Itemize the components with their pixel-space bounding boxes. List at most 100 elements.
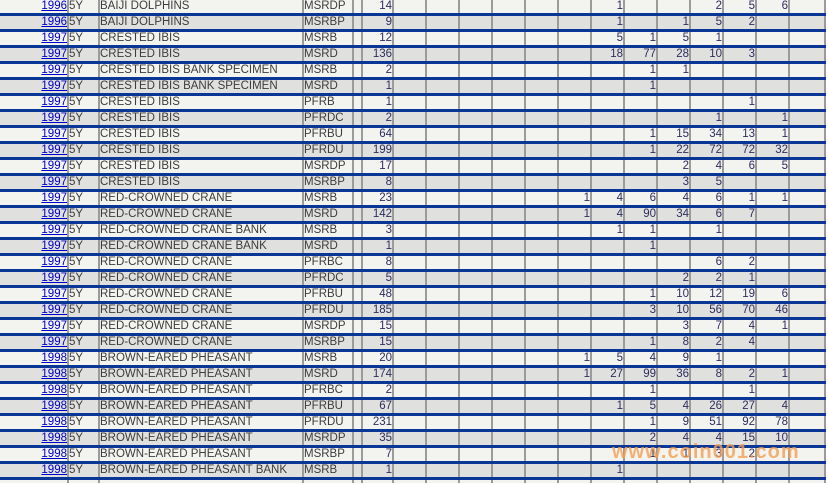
year-link[interactable]: 1996 [41,0,67,12]
grade-count-cell [723,238,757,256]
year-link[interactable]: 1997 [41,192,67,204]
year-link[interactable]: 1997 [41,144,67,156]
grade-count-cell: 1 [624,382,658,400]
grade-count-cell [393,302,427,320]
grade-count-cell [558,46,592,64]
grade-count-cell: 6 [690,190,724,208]
grade-code-cell: MSRDP [303,0,354,16]
year-link[interactable]: 1997 [41,80,67,92]
year-link[interactable]: 1997 [41,288,67,300]
grade-count-cell [591,254,625,272]
grade-count-cell [426,270,460,288]
coin-name-cell: BAIJI DOLPHINS [99,0,304,16]
grade-count-cell: 6 [690,254,724,272]
grade-count-cell [558,222,592,240]
year-link[interactable]: 1997 [41,64,67,76]
denomination-cell [68,478,100,483]
grade-code-cell: MSRB [303,30,354,48]
year-link[interactable]: 1997 [41,176,67,188]
grade-count-cell [525,462,559,480]
year-link[interactable]: 1997 [41,336,67,348]
year-link[interactable]: 1997 [41,256,67,268]
year-link[interactable]: 1997 [41,240,67,252]
grade-count-cell [393,238,427,256]
grade-count-cell [492,446,526,464]
column-divider [353,94,363,112]
grade-count-cell [756,78,790,96]
grade-code-cell: MSRD [303,206,354,224]
grade-count-cell [393,382,427,400]
grade-count-cell: 1 [558,366,592,384]
year-link[interactable]: 1996 [41,16,67,28]
year-link[interactable]: 1998 [41,400,67,412]
grade-count-cell: 5 [723,0,757,16]
grade-count-cell [492,414,526,432]
grade-code-cell: MSRBP [303,334,354,352]
year-link[interactable]: 1998 [41,448,67,460]
grade-count-cell: 2 [657,158,691,176]
grade-count-cell [624,462,658,480]
year-cell: 1997 [0,270,69,288]
grade-count-cell: 1 [756,318,790,336]
grade-code-cell: MSRDP [303,430,354,448]
grade-count-cell [789,302,826,320]
year-cell: 1998 [0,398,69,416]
grade-count-cell: 2 [690,334,724,352]
grade-count-cell [426,382,460,400]
denomination-cell: 5Y [68,286,100,304]
grade-count-cell [558,302,592,320]
total-count-cell: 15 [362,334,394,352]
grade-count-cell: 1 [591,14,625,32]
grade-count-cell [393,286,427,304]
year-link[interactable]: 1997 [41,304,67,316]
year-link[interactable]: 1998 [41,432,67,444]
table-row: 1997 5Y RED-CROWNED CRANE PFRBU 48 1 10 12 19 6 [0,286,826,304]
year-link[interactable]: 1997 [41,112,67,124]
year-link[interactable]: 1997 [41,208,67,220]
table-row: 1998 5Y BROWN-EARED PHEASANT PFRBC 2 1 1 [0,382,826,400]
year-cell: 1997 [0,158,69,176]
grade-count-cell [393,478,427,483]
year-link[interactable]: 1997 [41,32,67,44]
year-link[interactable]: 1998 [41,368,67,380]
year-cell: 1997 [0,222,69,240]
grade-count-cell: 4 [657,190,691,208]
year-link[interactable]: 1997 [41,320,67,332]
denomination-cell: 5Y [68,158,100,176]
grade-count-cell: 1 [723,382,757,400]
grade-count-cell [393,30,427,48]
year-link[interactable]: 1997 [41,128,67,140]
year-link[interactable]: 1997 [41,96,67,108]
grade-count-cell: 1 [756,126,790,144]
total-count-cell: 231 [362,414,394,432]
grade-count-cell [591,62,625,80]
grade-count-cell [492,0,526,16]
total-count-cell: 15 [362,318,394,336]
grade-count-cell [426,222,460,240]
coin-name-cell: RED-CROWNED CRANE [99,302,304,320]
grade-count-cell [657,254,691,272]
grade-count-cell [789,350,826,368]
total-count-cell: 8 [362,254,394,272]
year-link[interactable]: 1998 [41,384,67,396]
grade-count-cell [789,478,826,483]
grade-count-cell [426,158,460,176]
year-link[interactable]: 1997 [41,224,67,236]
grade-count-cell: 4 [690,430,724,448]
grade-count-cell: 34 [657,206,691,224]
grade-count-cell: 1 [591,222,625,240]
table-row: 1996 5Y BAIJI DOLPHINS MSRBP 9 1 1 5 2 [0,14,826,32]
grade-count-cell [558,286,592,304]
year-link[interactable]: 1997 [41,272,67,284]
grade-code-cell: PFRB [303,94,354,112]
year-link[interactable]: 1998 [41,464,67,476]
grade-count-cell [756,46,790,64]
grade-count-cell [393,350,427,368]
year-link[interactable]: 1997 [41,48,67,60]
year-link[interactable]: 1997 [41,160,67,172]
year-link[interactable]: 1998 [41,352,67,364]
grade-count-cell: 3 [657,174,691,192]
year-link[interactable]: 1998 [41,416,67,428]
grade-count-cell: 99 [624,366,658,384]
